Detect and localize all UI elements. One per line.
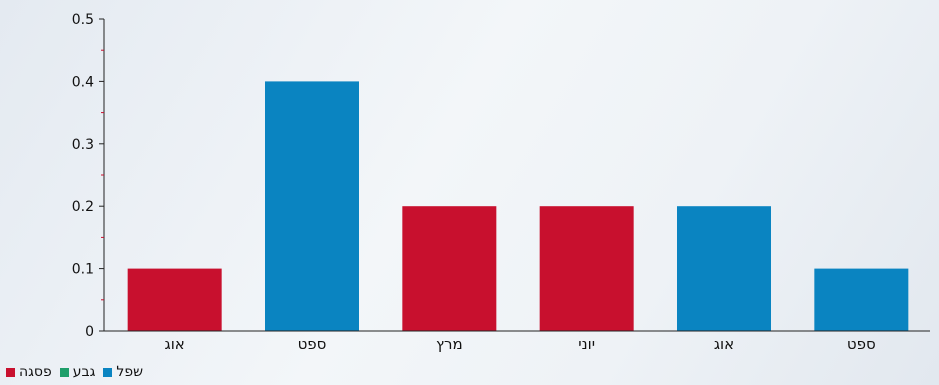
bar: [265, 81, 359, 332]
legend-item-trough: שפל: [103, 364, 143, 380]
bar: [677, 206, 771, 331]
bar: [127, 268, 222, 331]
x-tick-label: יוני: [578, 335, 595, 353]
legend-label-trough: שפל: [116, 364, 144, 380]
legend-swatch-trough: [103, 367, 113, 377]
legend: פסגה גבע שפל: [6, 364, 143, 380]
bar: [402, 206, 497, 331]
x-tick-label: מרץ: [436, 335, 463, 353]
y-tick-label: 0: [85, 324, 94, 340]
y-tick-label: 0.5: [72, 12, 94, 28]
legend-item-hill: גבע: [59, 364, 96, 380]
x-tick-label: ספט: [298, 335, 327, 353]
bar: [539, 206, 634, 331]
bars: [127, 81, 909, 332]
legend-item-peak: פסגה: [6, 364, 52, 380]
y-axis: 0 0.1 0.2 0.3 0.4 0.5: [72, 12, 105, 340]
bar: [814, 268, 909, 331]
y-tick-label: 0.4: [72, 74, 94, 90]
legend-label-hill: גבע: [72, 364, 96, 380]
legend-swatch-hill: [59, 367, 69, 377]
legend-label-peak: פסגה: [19, 364, 52, 380]
bar-chart: 0 0.1 0.2 0.3 0.4 0.5 אוג ספט מרץ יוני אוג ספט: [72, 12, 930, 353]
x-tick-label: ספט: [847, 335, 876, 353]
x-axis: אוג ספט מרץ יוני אוג ספט: [104, 330, 930, 353]
y-tick-label: 0.2: [72, 199, 94, 215]
y-tick-label: 0.1: [72, 262, 94, 278]
y-tick-label: 0.3: [72, 137, 94, 153]
x-tick-label: אוג: [165, 335, 185, 353]
legend-swatch-peak: [6, 367, 15, 377]
x-tick-label: אוג: [714, 335, 734, 353]
